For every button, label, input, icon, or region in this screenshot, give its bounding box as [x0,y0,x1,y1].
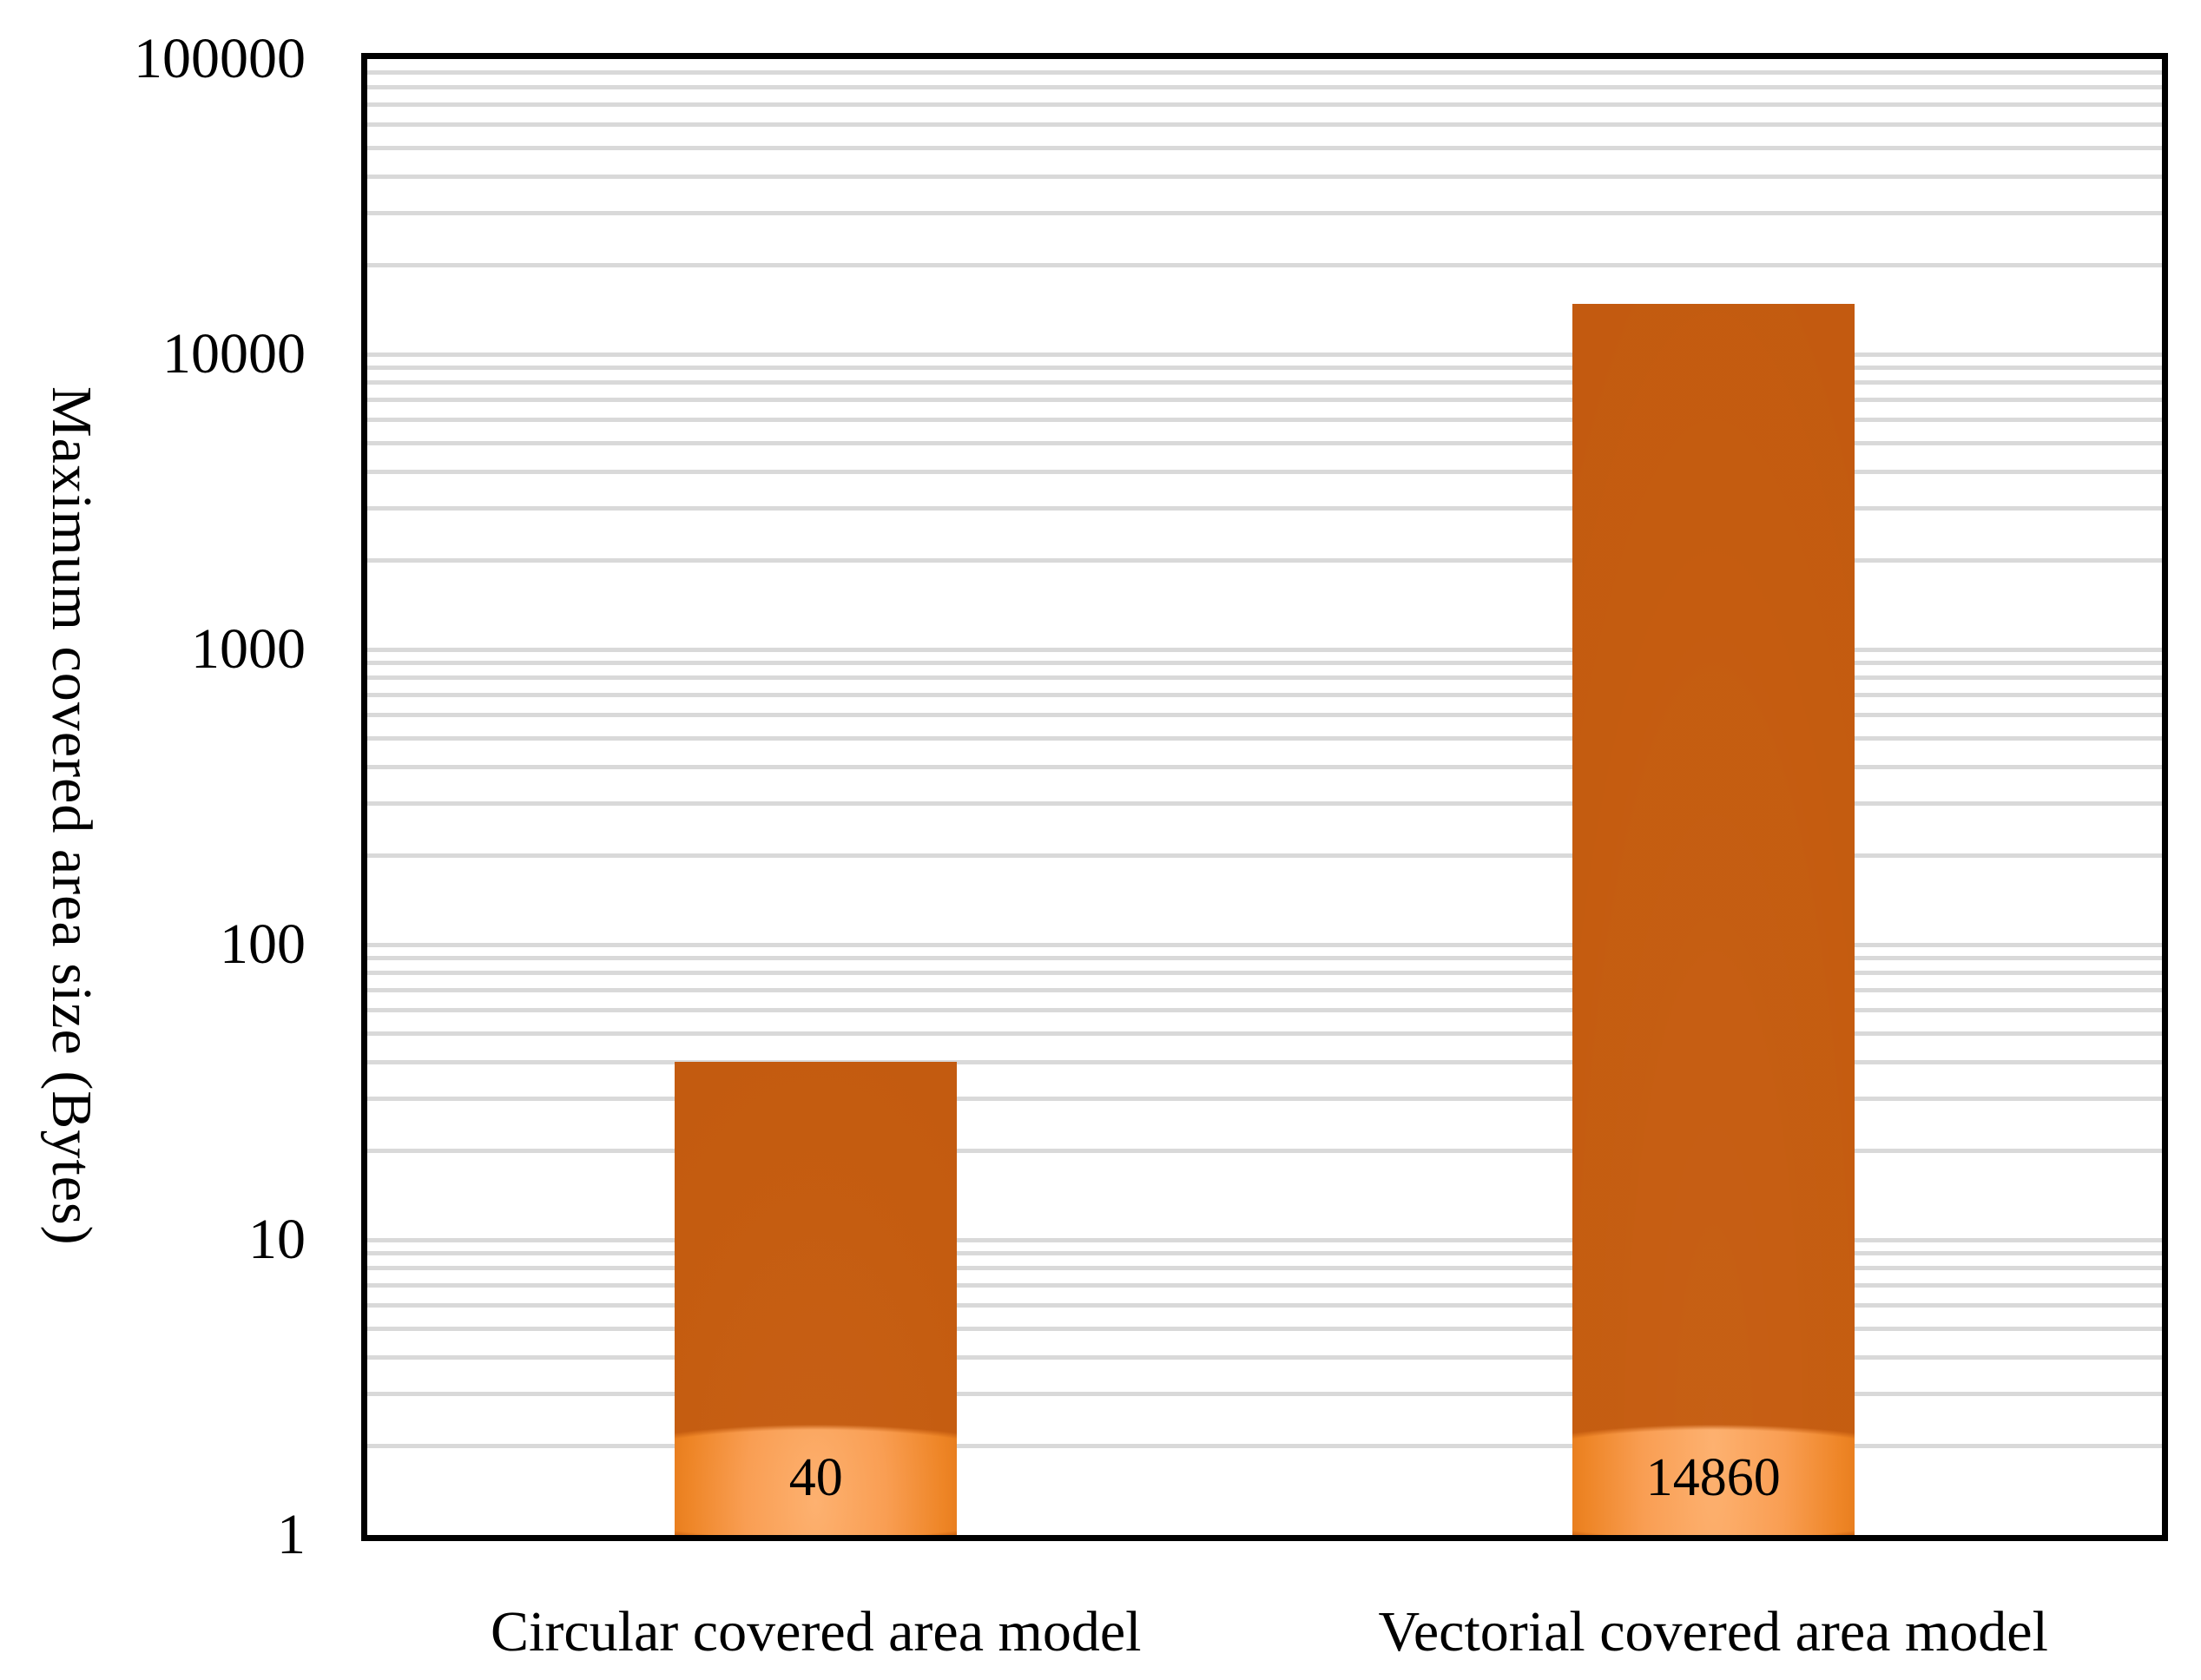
gridline-10 [367,1237,2162,1242]
y-tick-label-1: 1 [277,1503,306,1566]
gridline-6000 [367,417,2162,422]
gridline-900 [367,661,2162,666]
gridline-40 [367,1059,2162,1064]
gridline-30 [367,1097,2162,1102]
gridline-60000 [367,122,2162,127]
gridline-2 [367,1444,2162,1449]
gridline-20000 [367,263,2162,268]
gridline-9 [367,1251,2162,1256]
gridline-4 [367,1354,2162,1360]
gridline-700 [367,693,2162,698]
gridline-50000 [367,145,2162,150]
bar-1 [675,1062,958,1535]
gridline-6 [367,1302,2162,1308]
gridline-60 [367,1007,2162,1012]
y-axis-title: Maximum covered area size (Bytes) [40,386,103,1246]
gridline-100 [367,942,2162,947]
gridline-7000 [367,398,2162,403]
gridline-9000 [367,366,2162,371]
x-category-label-2: Vectorial covered area model [1378,1600,2048,1664]
gridline-300 [367,801,2162,807]
plot-area: 40 14860 [367,59,2162,1535]
gridline-70 [367,988,2162,993]
gridline-800 [367,675,2162,681]
bar-data-label: 40 [788,1448,843,1507]
gridline-50 [367,1031,2162,1036]
gridline-90 [367,956,2162,961]
y-tick-label-1000: 1000 [191,617,306,681]
gridline-30000 [367,211,2162,216]
gridline-10000 [367,352,2162,357]
gridline-3000 [367,506,2162,511]
gridline-500 [367,735,2162,741]
gridline-600 [367,712,2162,717]
bar-2 [1572,303,1855,1535]
x-category-label-1: Circular covered area model [491,1600,1142,1664]
y-tick-label-100000: 100000 [134,27,306,90]
y-tick-label-100: 100 [220,912,306,976]
bar-data-label: 14860 [1645,1448,1781,1507]
gridline-1000 [367,647,2162,652]
gridline-8 [367,1266,2162,1271]
gridline-80000 [367,85,2162,90]
gridline-400 [367,764,2162,769]
gridline-40000 [367,174,2162,179]
gridline-20 [367,1149,2162,1154]
gridline-5000 [367,440,2162,445]
gridline-8000 [367,380,2162,385]
gridline-4000 [367,469,2162,474]
y-tick-label-10: 10 [248,1208,306,1271]
gridline-80 [367,971,2162,976]
y-tick-label-10000: 10000 [162,322,306,385]
gridline-90000 [367,70,2162,76]
gridline-200 [367,853,2162,859]
gridline-70000 [367,102,2162,108]
gridline-5 [367,1326,2162,1331]
gridline-2000 [367,558,2162,563]
gridline-7 [367,1283,2162,1288]
gridline-3 [367,1392,2162,1397]
